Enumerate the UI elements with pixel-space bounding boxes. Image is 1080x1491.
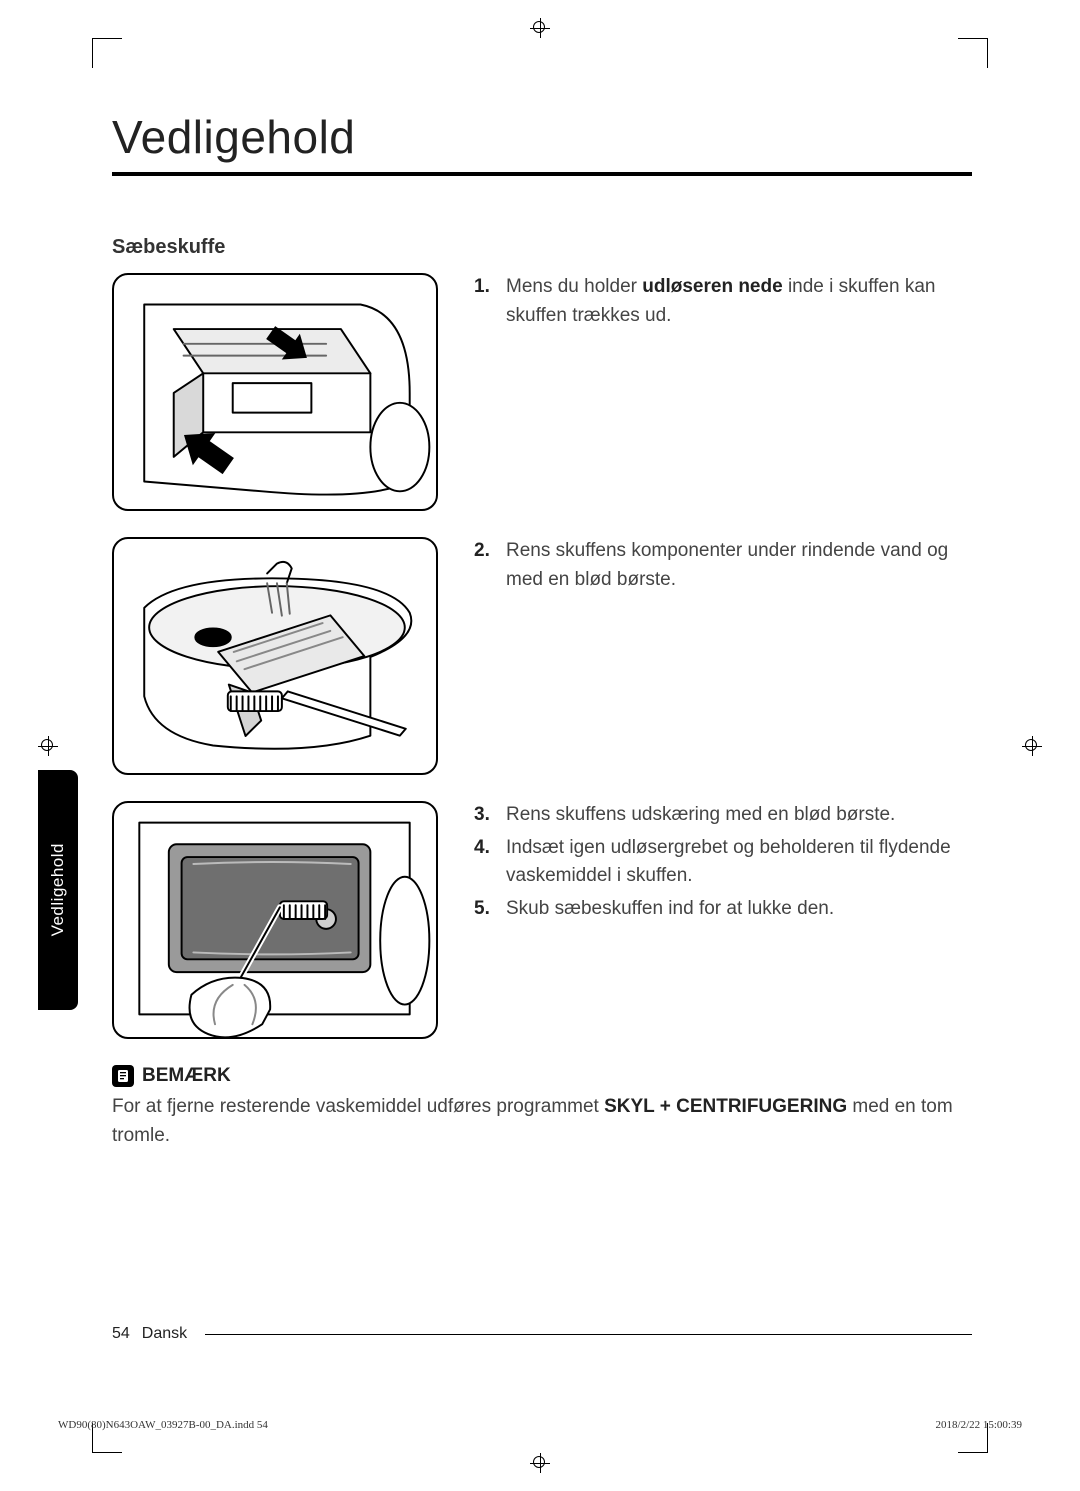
step-row-3: 3. Rens skuffens udskæring med en blød b… xyxy=(112,801,972,1039)
figure-drawer-remove xyxy=(112,273,438,511)
imprint-line: WD90(80)N643OAW_03927B-00_DA.indd 54 201… xyxy=(58,1419,1022,1431)
note-block: BEMÆRK For at fjerne resterende vaskemid… xyxy=(112,1065,972,1150)
step-number: 3. xyxy=(474,801,494,830)
note-body: For at fjerne resterende vaskemiddel udf… xyxy=(112,1093,972,1150)
note-heading: BEMÆRK xyxy=(112,1065,972,1087)
step-number: 5. xyxy=(474,895,494,924)
step-row-2: 2. Rens skuffens komponenter under rinde… xyxy=(112,537,972,775)
sub-heading: Sæbeskuffe xyxy=(112,236,972,259)
registration-mark-left xyxy=(38,736,58,756)
crop-mark-tl xyxy=(92,38,122,68)
step-number: 1. xyxy=(474,273,494,330)
step-text: Rens skuffens udskæring med en blød børs… xyxy=(506,801,895,830)
step-text: Skub sæbeskuffen ind for at lukke den. xyxy=(506,895,834,924)
page-footer: 54 Dansk xyxy=(112,1325,972,1343)
page-number: 54 xyxy=(112,1325,130,1343)
note-label: BEMÆRK xyxy=(142,1065,231,1087)
step-number: 4. xyxy=(474,834,494,891)
registration-mark-bottom xyxy=(530,1453,550,1473)
section-tab-label: Vedligehold xyxy=(48,843,68,936)
page-title: Vedligehold xyxy=(112,110,972,176)
step-number: 2. xyxy=(474,537,494,594)
step-text-1: 1. Mens du holder udløseren nede inde i … xyxy=(474,273,972,511)
step-row-1: 1. Mens du holder udløseren nede inde i … xyxy=(112,273,972,511)
step-text: Indsæt igen udløsergrebet og beholderen … xyxy=(506,834,972,891)
step-text-3-5: 3. Rens skuffens udskæring med en blød b… xyxy=(474,801,972,1039)
registration-mark-right xyxy=(1022,736,1042,756)
note-icon xyxy=(112,1065,134,1087)
figure-recess-clean xyxy=(112,801,438,1039)
page-content: Vedligehold Sæbeskuffe xyxy=(112,110,972,1150)
crop-mark-tr xyxy=(958,38,988,68)
imprint-date: 2018/2/22 15:00:39 xyxy=(936,1419,1022,1431)
step-text: Rens skuffens komponenter under rindende… xyxy=(506,537,972,594)
section-tab: Vedligehold xyxy=(38,770,78,1010)
step-text-2: 2. Rens skuffens komponenter under rinde… xyxy=(474,537,972,775)
step-text: Mens du holder udløseren nede inde i sku… xyxy=(506,273,972,330)
imprint-file: WD90(80)N643OAW_03927B-00_DA.indd 54 xyxy=(58,1419,268,1431)
footer-rule xyxy=(205,1334,972,1335)
registration-mark-top xyxy=(530,18,550,38)
page-language: Dansk xyxy=(142,1325,187,1343)
figure-drawer-clean xyxy=(112,537,438,775)
